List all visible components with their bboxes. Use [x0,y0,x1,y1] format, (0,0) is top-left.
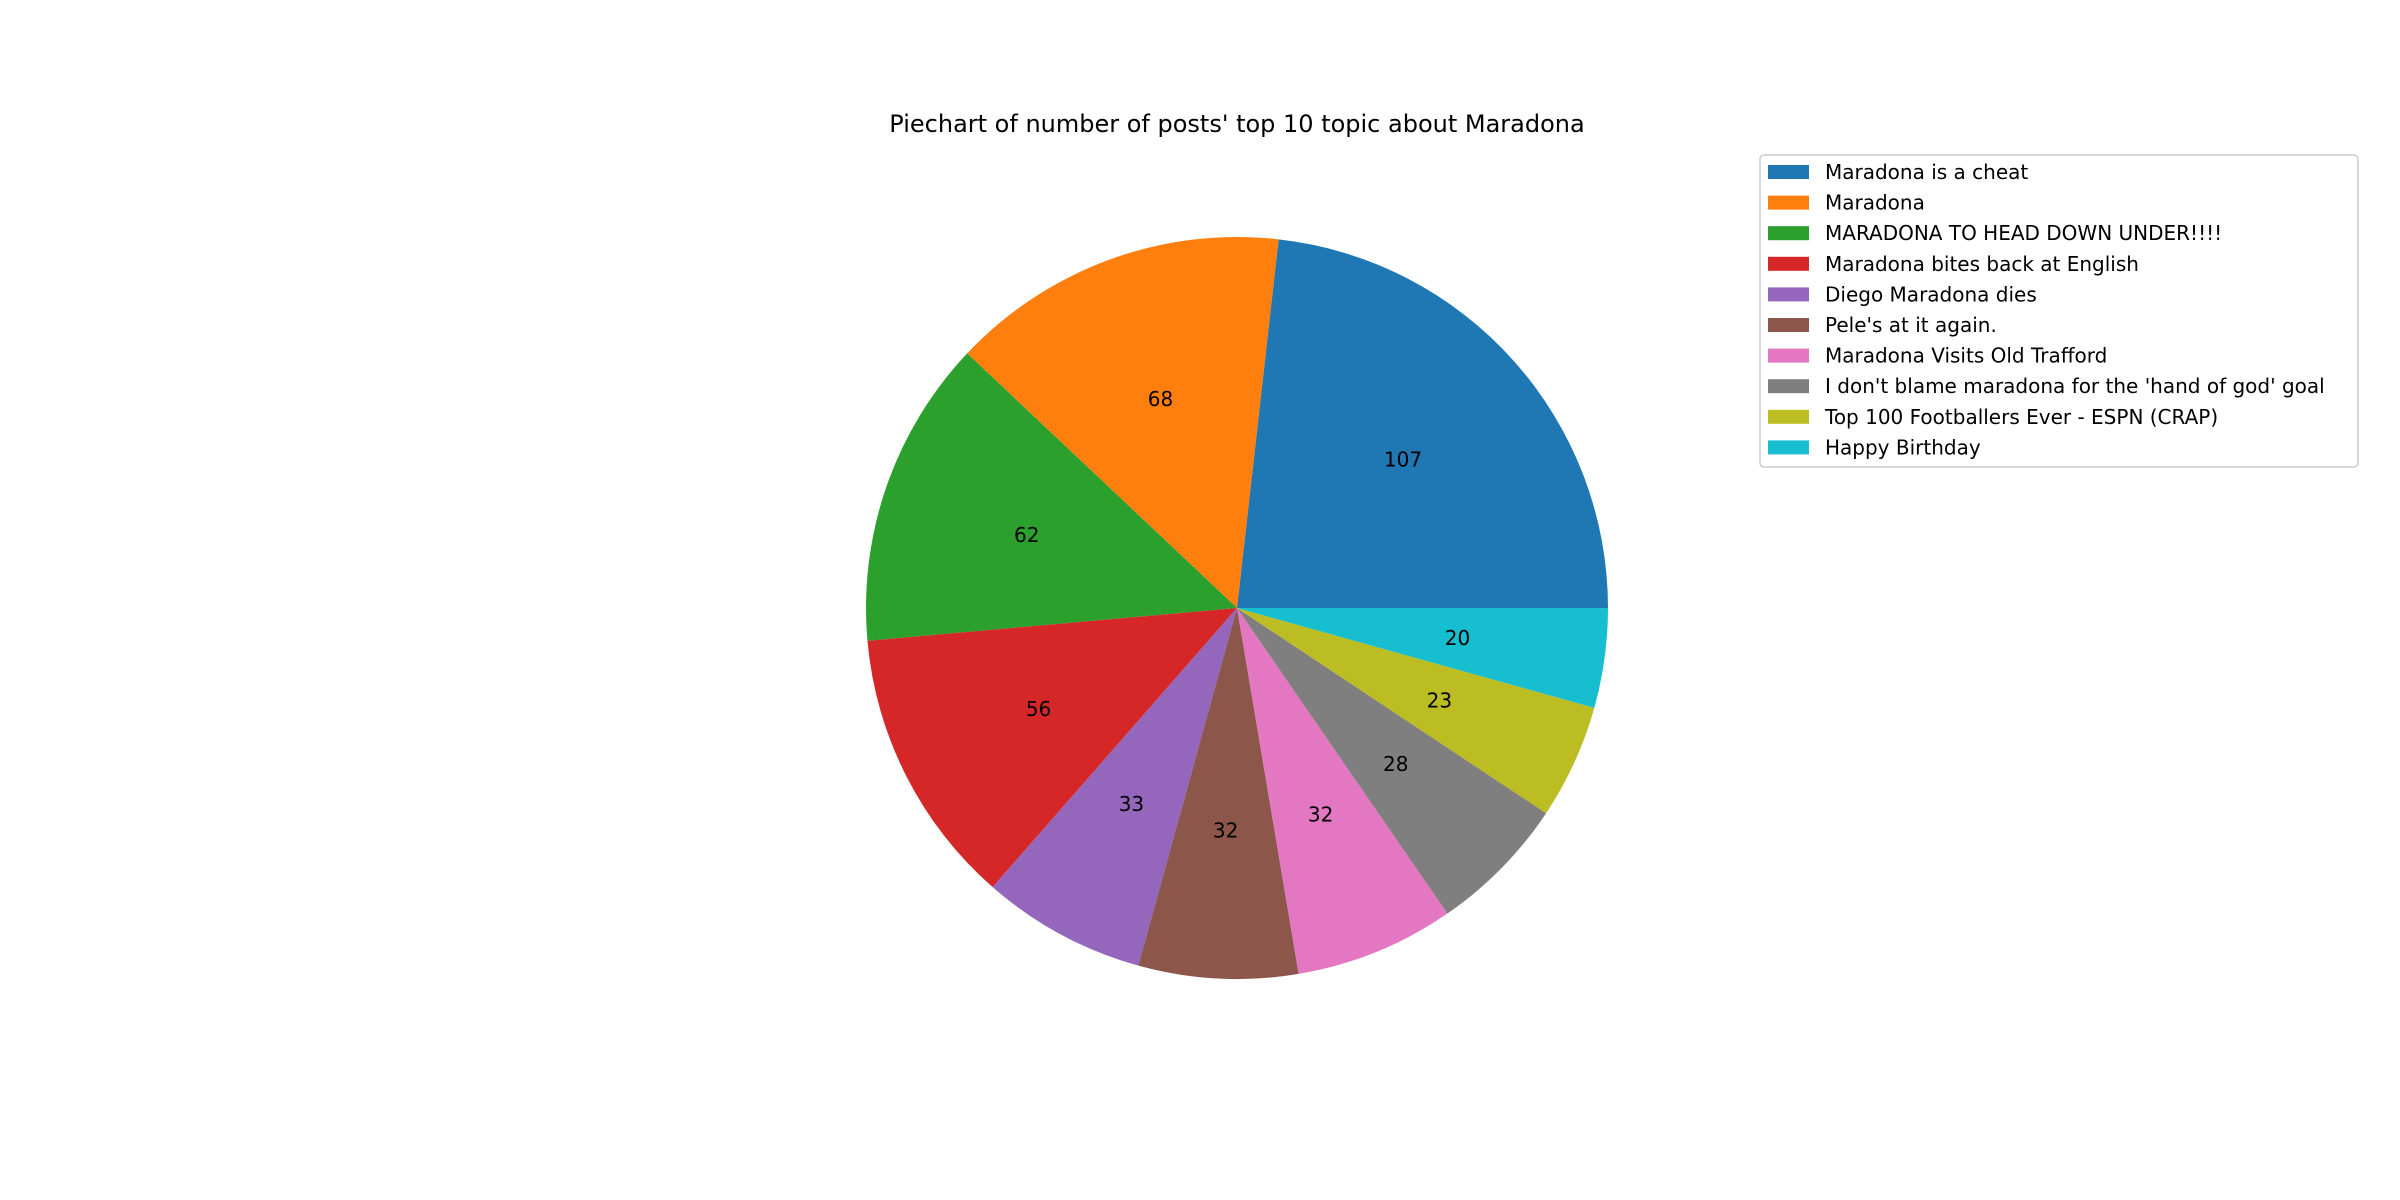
chart-title: Piechart of number of posts' top 10 topi… [889,110,1584,138]
slice-value-label: 33 [1119,792,1144,816]
pie-slice [866,353,1237,641]
slice-value-label: 28 [1383,752,1408,776]
legend-label: MARADONA TO HEAD DOWN UNDER!!!! [1825,221,2222,245]
slice-value-label: 68 [1148,387,1173,411]
legend-label: Maradona [1825,191,1925,215]
legend-swatch [1768,318,1809,332]
pie: 107 68 62 56 33 32 32 28 23 20 [866,237,1608,979]
slice-value-label: 20 [1445,626,1470,650]
legend-label: Top 100 Footballers Ever - ESPN (CRAP) [1824,405,2218,429]
legend: Maradona is a cheat Maradona MARADONA TO H… [1759,154,2359,468]
legend-swatch [1768,256,1809,271]
pie-slice [1237,608,1595,814]
pie-slice [1138,608,1299,979]
legend-swatch [1768,440,1809,455]
legend-label: I don't blame maradona for the 'hand of … [1825,374,2325,398]
pie-slice [1237,239,1608,608]
legend-label: Happy Birthday [1825,435,1981,459]
pie-slice [867,608,1237,888]
slice-value-label: 56 [1026,697,1051,721]
legend-swatch [1768,195,1809,210]
legend-frame [1759,154,2359,468]
slice-value-label: 32 [1308,802,1333,826]
legend-swatch [1768,409,1809,424]
pie-slice [1237,608,1547,914]
slice-value-label: 32 [1213,818,1238,842]
legend-swatch [1768,287,1809,302]
pie-slice [1237,608,1608,708]
legend-swatch [1768,379,1809,394]
slice-value-label: 62 [1014,523,1039,547]
legend-label: Maradona bites back at English [1825,252,2139,276]
legend-label: Maradona Visits Old Trafford [1825,344,2107,368]
legend-label: Maradona is a cheat [1825,160,2028,184]
slice-value-label: 23 [1427,689,1452,713]
legend-swatch [1768,226,1809,241]
pie-slice [1237,608,1448,974]
pie-slice [967,237,1279,609]
legend-swatch [1768,165,1809,179]
slice-value-label: 107 [1384,448,1422,472]
legend-swatch [1768,348,1809,363]
legend-label: Diego Maradona dies [1825,282,2037,306]
pie-slice [992,608,1237,966]
legend-label: Pele's at it again. [1825,313,1997,337]
